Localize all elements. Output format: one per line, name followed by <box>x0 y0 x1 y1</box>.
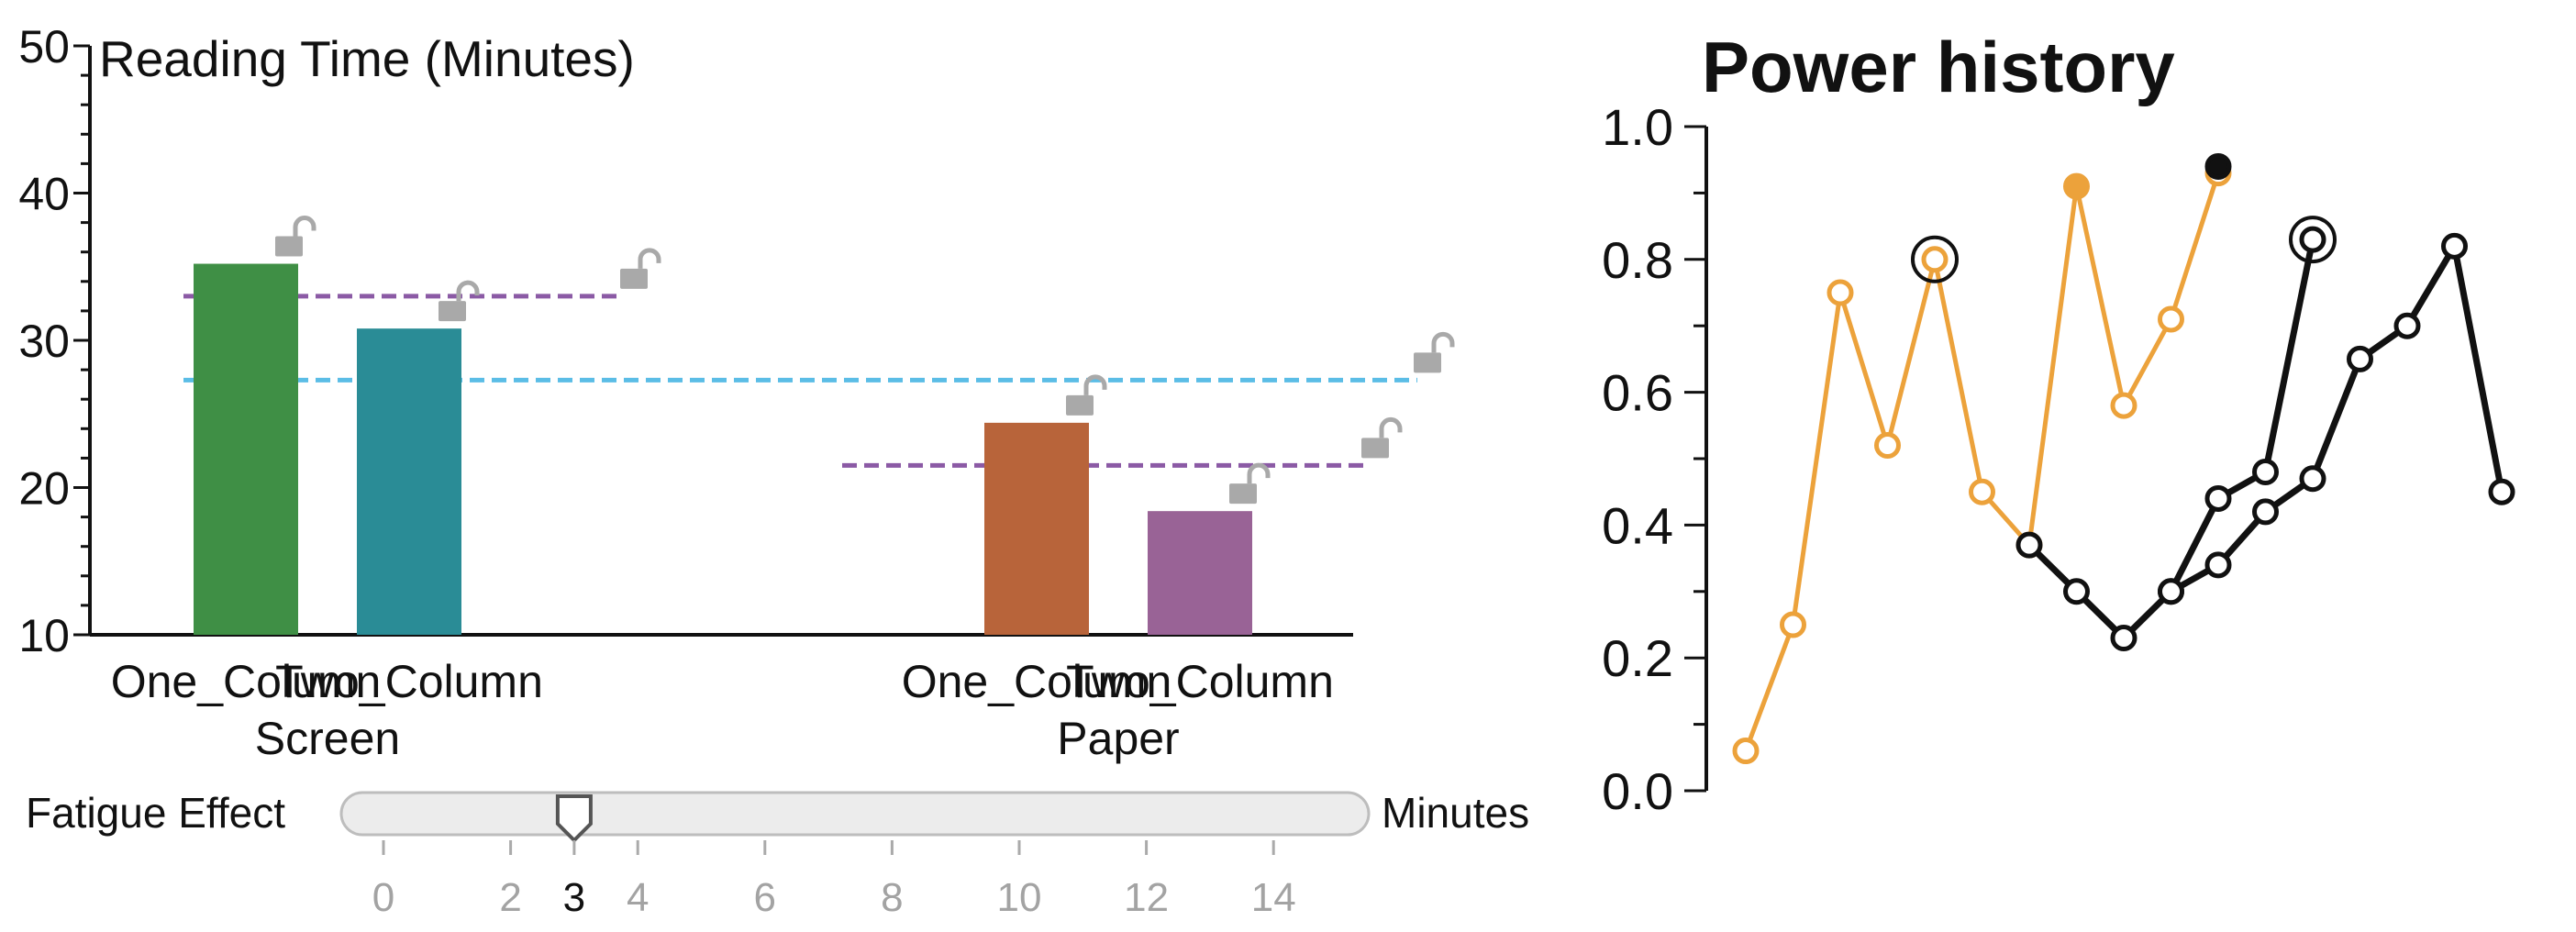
slider-tick-label: 14 <box>1251 875 1296 920</box>
series-point <box>2204 484 2232 512</box>
series-point <box>1921 246 1949 273</box>
bar-lock-icon <box>1229 462 1271 505</box>
lock-shackle <box>1379 416 1403 438</box>
lock-shackle <box>293 216 316 237</box>
series-point <box>2252 498 2279 526</box>
series-point <box>2110 392 2137 419</box>
series-point <box>2488 478 2515 505</box>
line-series <box>1732 152 2515 765</box>
power-history-line-chart: Power history 0.0 0.2 0.4 0.6 0.8 1.0 <box>1602 27 2515 820</box>
bar-lock-icon <box>275 216 316 257</box>
slider-tick-label: 4 <box>627 875 649 920</box>
line-y-tick-label: 1.0 <box>1602 98 1673 156</box>
series-point <box>2252 458 2279 485</box>
lock-body <box>1229 483 1257 505</box>
line-y-tick-label: 0.6 <box>1602 364 1673 422</box>
slider-tick-label: 8 <box>881 875 903 920</box>
line-y-tick-label: 0.4 <box>1602 496 1673 554</box>
slider-tick-label: 6 <box>754 875 776 920</box>
bar-group-labels: Screen Paper <box>255 713 1180 764</box>
bar-x-label: One_Column <box>111 656 382 707</box>
highlight-ring <box>1911 235 1959 283</box>
slider-tick-label: 2 <box>499 875 521 920</box>
slider-track[interactable] <box>339 791 1371 837</box>
lock-icons <box>275 216 1455 505</box>
bar-y-tick-label: 20 <box>18 463 70 515</box>
series-point <box>2299 465 2326 493</box>
lock-body <box>439 301 466 322</box>
lock-shackle <box>1083 374 1107 395</box>
bar <box>194 263 298 635</box>
bar-lock-icon <box>1066 374 1107 416</box>
bar-x-label: One_Column <box>902 656 1172 707</box>
bar <box>357 328 461 635</box>
bar-y-tick-label: 10 <box>18 610 70 661</box>
slider-ticks: 0 2 3 4 6 8 10 12 14 <box>372 840 1296 920</box>
slider-thumb[interactable] <box>555 794 593 843</box>
slider-tick-label: 10 <box>997 875 1042 920</box>
series-point <box>2204 551 2232 579</box>
line-y-tick-label: 0.0 <box>1602 762 1673 820</box>
bar-lock-icon <box>439 280 480 322</box>
bar-y-tick-label: 50 <box>18 21 70 72</box>
reading-time-bar-chart: 10 20 30 40 50 Reading Time (Minutes) One_Co… <box>18 21 1455 764</box>
series-point <box>2299 226 2326 253</box>
lock-body <box>1414 352 1441 373</box>
reference-lock-icon <box>1414 331 1455 373</box>
line-y-axis: 0.0 0.2 0.4 0.6 0.8 1.0 <box>1602 98 1708 820</box>
bars <box>194 263 1252 635</box>
bar-y-tick-label: 30 <box>18 316 70 367</box>
series-point <box>2347 345 2373 372</box>
line-y-tick-label: 0.2 <box>1602 629 1673 687</box>
lock-shackle <box>456 280 480 302</box>
bar <box>984 422 1089 635</box>
series-point <box>1827 279 1854 306</box>
lock-body <box>620 268 648 289</box>
bar-x-label: Two_Column <box>1066 656 1334 707</box>
series-point <box>2063 578 2090 605</box>
series-point <box>1780 611 1806 638</box>
series-point <box>2063 172 2090 200</box>
lock-body <box>1361 438 1389 459</box>
slider-tick-label: 12 <box>1124 875 1169 920</box>
series-line <box>2169 242 2505 594</box>
series-point <box>2204 152 2232 180</box>
lock-body <box>275 236 303 257</box>
bar-y-tick-label: 40 <box>18 169 70 220</box>
series-point <box>1969 478 1995 505</box>
reference-lock-icon <box>1361 416 1403 459</box>
series-point <box>2015 531 2043 559</box>
slider-tick-label: 3 <box>563 875 585 920</box>
bar <box>1148 511 1252 635</box>
fatigue-slider[interactable]: Fatigue Effect Minutes 0 2 3 4 6 8 10 12 14 <box>26 789 1529 920</box>
slider-label: Fatigue Effect <box>26 789 285 837</box>
series-point <box>1874 432 1901 460</box>
lock-shackle <box>638 248 661 269</box>
lock-shackle <box>1247 462 1271 484</box>
bar-x-label: Two_Column <box>275 656 543 707</box>
bar-chart-title: Reading Time (Minutes) <box>99 30 635 87</box>
series-point <box>2441 232 2468 260</box>
series-point <box>2158 578 2184 605</box>
series-point <box>2110 624 2137 651</box>
bar-group-label: Screen <box>255 713 400 764</box>
lock-shackle <box>1431 331 1455 353</box>
series-point <box>2393 312 2421 339</box>
lock-body <box>1066 394 1094 416</box>
line-chart-title: Power history <box>1702 27 2175 107</box>
series-point <box>2158 305 2184 333</box>
reference-lock-icon <box>620 248 661 289</box>
slider-unit: Minutes <box>1382 789 1529 837</box>
bar-y-axis: 10 20 30 40 50 <box>18 21 1353 661</box>
series-line <box>1743 172 2221 752</box>
series-point <box>1732 738 1760 765</box>
highlight-ring <box>2289 216 2337 264</box>
line-y-tick-label: 0.8 <box>1602 231 1673 289</box>
slider-tick-label: 0 <box>372 875 394 920</box>
bar-group-label: Paper <box>1057 713 1179 764</box>
